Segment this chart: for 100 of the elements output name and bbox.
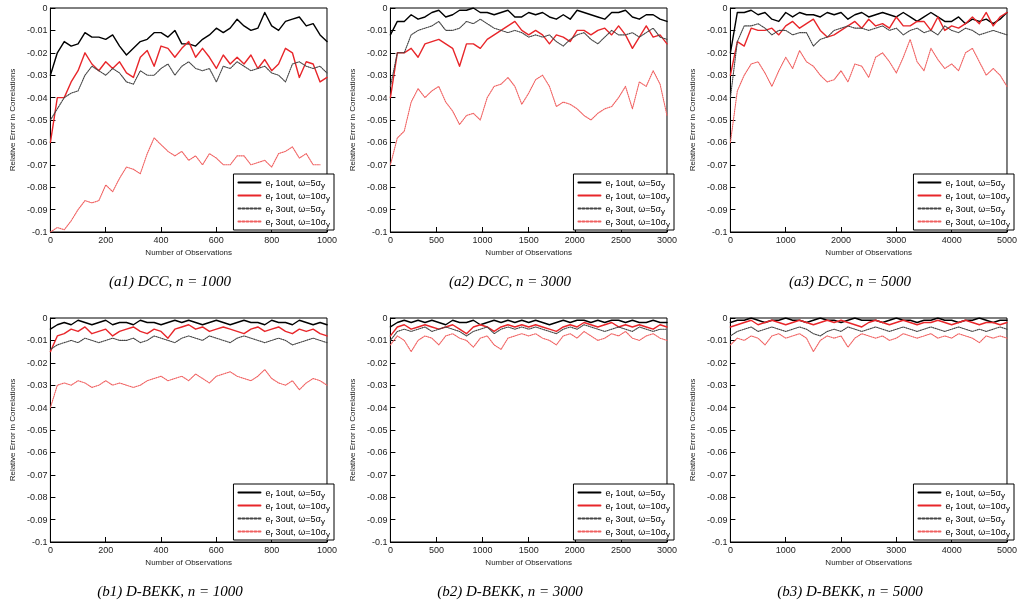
y-tick-label: -0.05 [26,115,48,125]
y-tick-label: -0.02 [366,47,388,58]
x-tick-label: 600 [208,234,224,245]
y-tick-label: -0.04 [26,402,48,413]
y-tick-label: -0.07 [26,469,48,480]
y-tick-label: -0.09 [366,514,388,525]
y-tick-label: -0.03 [26,70,48,81]
y-tick-label: -0.02 [366,357,388,368]
line-series [49,61,328,121]
x-tick-label: 1000 [472,544,493,555]
line-series [49,335,328,350]
line-series [389,321,668,337]
x-axis-title: Number of Observations [145,558,233,568]
y-tick-label: -0.06 [706,137,728,148]
x-axis-title: Number of Observations [485,248,573,258]
y-axis-title: Relative Error in Correlations [7,68,17,172]
y-tick-label: -0.08 [26,492,48,503]
y-tick-label: 0 [722,313,728,323]
y-tick-label: -0.01 [706,25,728,36]
x-tick-label: 1000 [775,544,796,555]
y-tick-label: -0.01 [26,25,48,36]
line-series [729,11,1008,76]
line-series [729,326,1008,337]
y-tick-label: 0 [382,313,388,323]
y-tick-label: -0.05 [706,115,728,125]
x-tick-label: 1500 [518,544,539,555]
y-tick-label: -0.09 [366,204,388,215]
y-tick-label: -0.06 [706,447,728,458]
x-axis-title: Number of Observations [825,248,913,258]
y-tick-label: -0.08 [366,492,388,503]
line-series [389,18,668,87]
line-series [389,20,668,99]
y-tick-label: -0.06 [366,137,388,148]
x-tick-label: 2000 [564,234,585,245]
y-tick-label: 0 [42,3,48,13]
y-tick-label: -0.02 [706,47,728,58]
x-tick-label: 2500 [610,234,631,245]
y-tick-label: -0.03 [366,70,388,81]
x-tick-label: 1000 [775,234,796,245]
x-axis-title: Number of Observations [825,558,913,568]
text: (b3) D-BEKK, n = 5000 [777,582,924,600]
y-tick-label: -0.01 [26,335,48,346]
y-tick-label: -0.09 [26,204,48,215]
y-tick-label: -0.1 [371,537,388,547]
x-tick-label: 2500 [610,544,631,555]
line-series [729,333,1008,353]
y-tick-label: -0.09 [706,514,728,525]
y-tick-label: -0.07 [366,159,388,170]
y-tick-label: -0.04 [26,92,48,103]
y-tick-label: -0.06 [366,447,388,458]
x-tick-label: 3000 [656,544,677,555]
y-tick-label: 0 [42,313,48,323]
y-tick-label: 0 [722,3,728,13]
text: (b1) D-BEKK, n = 1000 [97,582,244,600]
x-tick-label: 400 [153,544,169,555]
y-tick-label: -0.03 [706,380,728,391]
y-tick-label: -0.07 [366,469,388,480]
y-tick-label: -0.03 [26,380,48,391]
y-tick-label: -0.02 [26,357,48,368]
y-tick-label: -0.07 [26,159,48,170]
y-tick-label: -0.08 [366,182,388,193]
y-axis-title: Relative Error in Correlations [347,378,357,482]
y-axis-title: Relative Error in Correlations [347,68,357,172]
y-tick-label: -0.05 [366,115,388,125]
x-tick-label: 1000 [316,544,337,555]
y-tick-label: -0.02 [26,47,48,58]
y-tick-label: -0.1 [31,227,48,237]
y-tick-label: -0.03 [366,380,388,391]
line-series [729,23,1008,99]
line-series [49,324,328,353]
x-tick-label: 3000 [886,234,907,245]
y-tick-label: -0.1 [711,227,728,237]
y-tick-label: -0.1 [711,537,728,547]
text: (a3) DCC, n = 5000 [788,272,912,290]
x-tick-label: 500 [428,544,445,555]
y-tick-label: -0.08 [706,492,728,503]
x-tick-label: 2000 [831,544,852,555]
x-tick-label: 1000 [316,234,337,245]
y-axis-title: Relative Error in Correlations [687,378,697,482]
y-tick-label: -0.01 [706,335,728,346]
text: (a2) DCC, n = 3000 [448,272,572,290]
y-tick-label: -0.03 [706,70,728,81]
y-tick-label: -0.04 [706,402,728,413]
y-tick-label: -0.06 [26,447,48,458]
x-tick-label: 200 [98,234,114,245]
y-tick-label: -0.01 [366,335,388,346]
x-tick-label: 500 [428,234,445,245]
line-series [49,40,328,144]
line-series [389,324,668,341]
text: (b2) D-BEKK, n = 3000 [437,582,584,600]
y-tick-label: -0.09 [26,514,48,525]
y-tick-label: -0.02 [706,357,728,368]
y-tick-label: -0.05 [366,425,388,435]
x-tick-label: 4000 [941,544,962,555]
y-tick-label: -0.07 [706,469,728,480]
y-axis-title: Relative Error in Correlations [7,378,17,482]
y-tick-label: -0.08 [26,182,48,193]
x-tick-label: 4000 [941,234,962,245]
x-tick-label: 5000 [996,544,1017,555]
y-tick-label: -0.05 [26,425,48,435]
